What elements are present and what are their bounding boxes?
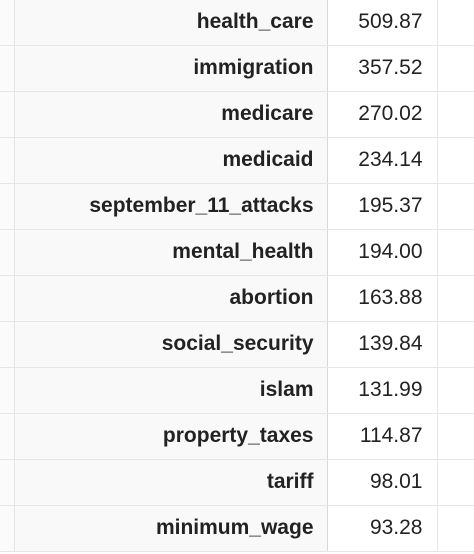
table-row[interactable]: september_11_attacks 195.37 xyxy=(0,183,474,230)
row-empty-cell xyxy=(437,367,474,414)
table-row[interactable]: mental_health 194.00 xyxy=(0,229,474,276)
row-value: 195.37 xyxy=(327,183,438,230)
row-empty-cell xyxy=(437,183,474,230)
row-label: mental_health xyxy=(14,229,328,276)
row-value: 194.00 xyxy=(327,229,438,276)
row-empty-cell xyxy=(437,505,474,552)
row-value: 98.01 xyxy=(327,459,438,506)
row-label: minimum_wage xyxy=(14,505,328,552)
table-row[interactable]: medicaid 234.14 xyxy=(0,137,474,184)
row-gutter xyxy=(0,137,15,184)
row-label: abortion xyxy=(14,275,328,322)
row-empty-cell xyxy=(437,0,474,46)
row-label: tariff xyxy=(14,459,328,506)
row-value: 131.99 xyxy=(327,367,438,414)
row-empty-cell xyxy=(437,229,474,276)
table-row[interactable]: minimum_wage 93.28 xyxy=(0,505,474,552)
row-value: 139.84 xyxy=(327,321,438,368)
row-gutter xyxy=(0,0,15,46)
row-empty-cell xyxy=(437,413,474,460)
row-value: 163.88 xyxy=(327,275,438,322)
table-row[interactable]: social_security 139.84 xyxy=(0,321,474,368)
row-empty-cell xyxy=(437,275,474,322)
row-gutter xyxy=(0,459,15,506)
row-gutter xyxy=(0,275,15,322)
row-gutter xyxy=(0,413,15,460)
row-gutter xyxy=(0,229,15,276)
table-row[interactable]: property_taxes 114.87 xyxy=(0,413,474,460)
row-value: 357.52 xyxy=(327,45,438,92)
row-gutter xyxy=(0,183,15,230)
row-label: medicaid xyxy=(14,137,328,184)
table-row[interactable]: islam 131.99 xyxy=(0,367,474,414)
row-value: 234.14 xyxy=(327,137,438,184)
row-value: 114.87 xyxy=(327,413,438,460)
row-empty-cell xyxy=(437,459,474,506)
row-label: islam xyxy=(14,367,328,414)
row-value: 93.28 xyxy=(327,505,438,552)
row-value: 270.02 xyxy=(327,91,438,138)
table-row[interactable]: health_care 509.87 xyxy=(0,0,474,46)
row-gutter xyxy=(0,505,15,552)
row-gutter xyxy=(0,321,15,368)
row-label: social_security xyxy=(14,321,328,368)
row-gutter xyxy=(0,91,15,138)
table-row[interactable]: medicare 270.02 xyxy=(0,91,474,138)
row-label: property_taxes xyxy=(14,413,328,460)
table-row[interactable]: abortion 163.88 xyxy=(0,275,474,322)
row-label: medicare xyxy=(14,91,328,138)
row-gutter xyxy=(0,367,15,414)
table-row[interactable]: immigration 357.52 xyxy=(0,45,474,92)
row-gutter xyxy=(0,45,15,92)
row-label: september_11_attacks xyxy=(14,183,328,230)
row-label: health_care xyxy=(14,0,328,46)
row-empty-cell xyxy=(437,321,474,368)
row-empty-cell xyxy=(437,137,474,184)
row-empty-cell xyxy=(437,45,474,92)
row-label: immigration xyxy=(14,45,328,92)
table-row[interactable]: tariff 98.01 xyxy=(0,459,474,506)
row-value: 509.87 xyxy=(327,0,438,46)
row-empty-cell xyxy=(437,91,474,138)
